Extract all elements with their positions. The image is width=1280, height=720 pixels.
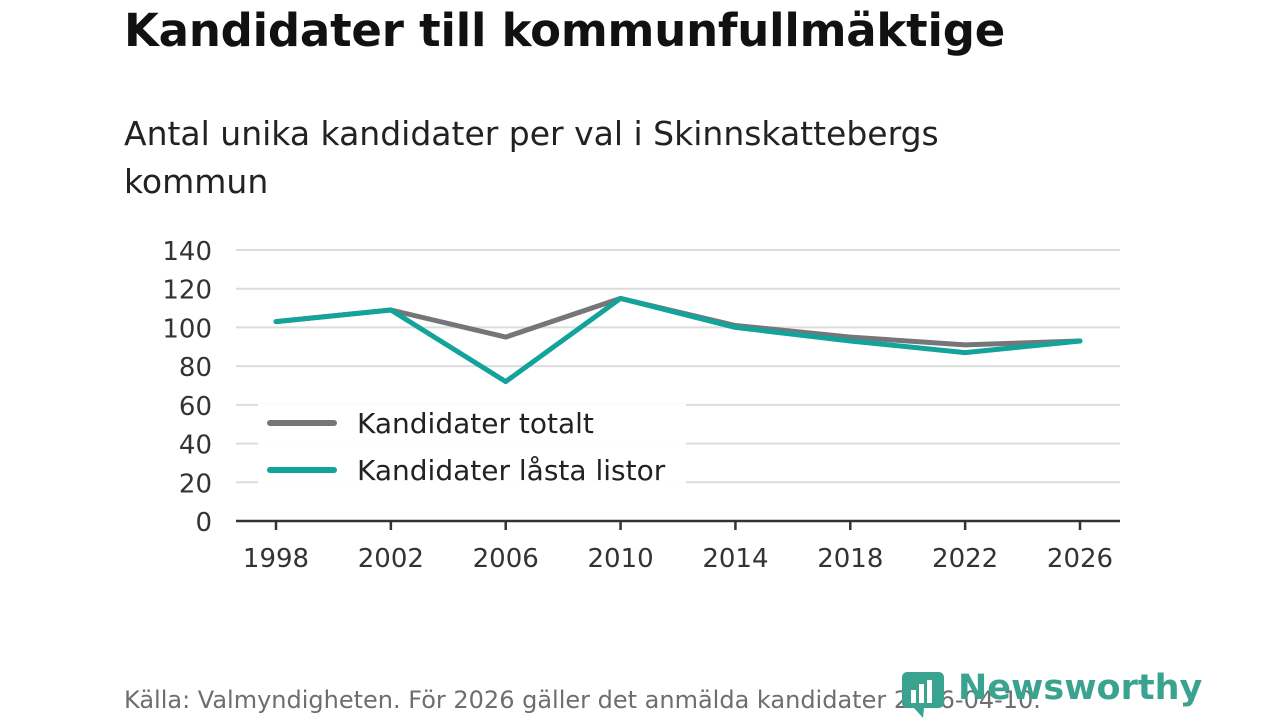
legend-label: Kandidater totalt	[357, 407, 594, 440]
y-tick-label: 20	[179, 469, 212, 499]
y-tick-label: 0	[195, 508, 212, 538]
x-tick-label: 1998	[243, 544, 309, 574]
series-line	[273, 295, 1083, 385]
series-line	[273, 295, 1083, 348]
series-lines	[273, 295, 1083, 385]
legend-label: Kandidater låsta listor	[357, 454, 666, 487]
chart-title: Kandidater till kommunfullmäktige	[124, 4, 1006, 57]
newsworthy-logo-icon	[902, 672, 944, 718]
newsworthy-wordmark: Newsworthy	[958, 668, 1203, 708]
y-tick-label: 80	[179, 353, 212, 383]
newsworthy-logo: Newsworthy	[902, 668, 1202, 720]
source-note: Källa: Valmyndigheten. För 2026 gäller d…	[124, 686, 1041, 714]
legend: Kandidater totalt Kandidater låsta listor	[258, 404, 686, 487]
y-tick-label: 100	[162, 314, 212, 344]
x-tick-label: 2010	[587, 544, 653, 574]
chart-subtitle: Antal unika kandidater per val i Skinnsk…	[124, 114, 939, 201]
axes: 0 20 40 60 80 100 120 140 1998 2002 2006 2010 2014 20…	[162, 237, 1120, 574]
x-tick-label: 2026	[1047, 544, 1113, 574]
x-tick-label: 2014	[702, 544, 768, 574]
x-tick-label: 2022	[932, 544, 998, 574]
x-tick-label: 2006	[473, 544, 539, 574]
x-tick-label: 2018	[817, 544, 883, 574]
y-tick-label: 140	[162, 237, 212, 267]
x-tick-label: 2002	[358, 544, 424, 574]
y-tick-label: 120	[162, 276, 212, 306]
y-tick-label: 40	[179, 431, 212, 461]
y-tick-label: 60	[179, 392, 212, 422]
